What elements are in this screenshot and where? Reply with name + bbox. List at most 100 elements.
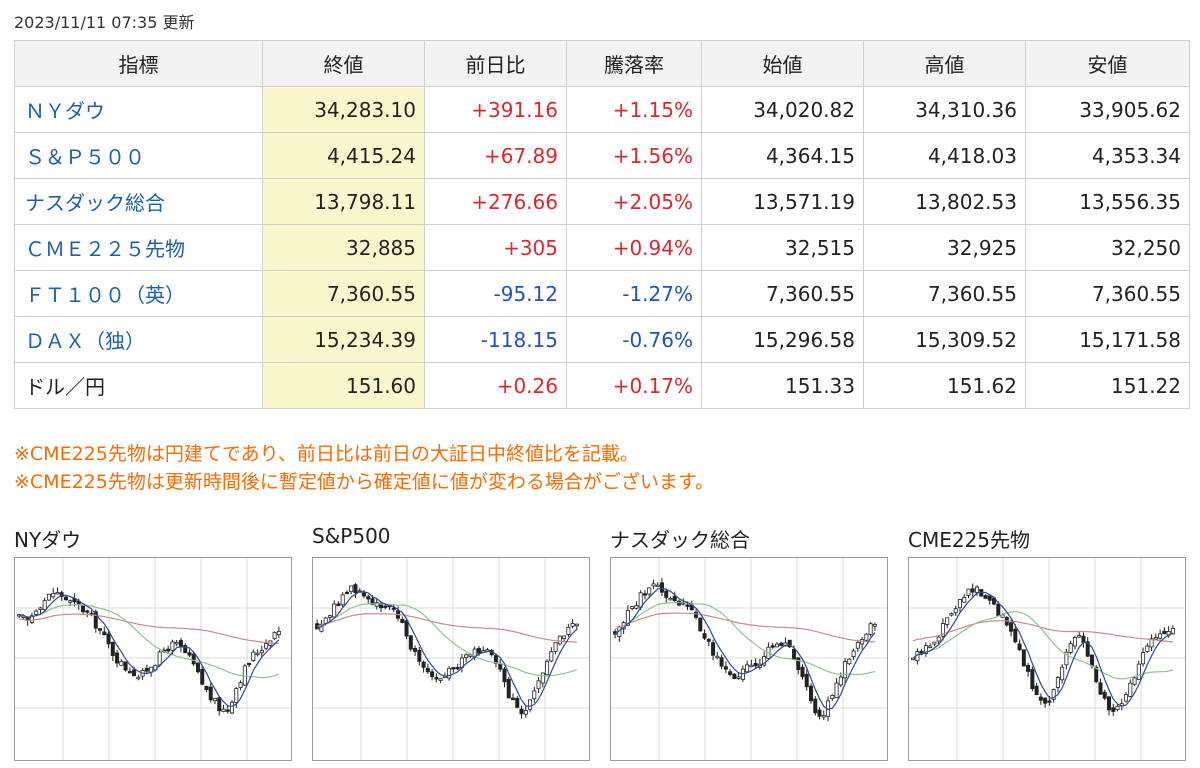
candle (391, 607, 396, 610)
chart-title-nydow[interactable]: NYダウ (14, 528, 82, 552)
candle (625, 609, 630, 626)
candle (174, 642, 179, 645)
candle (562, 635, 567, 640)
candle (1094, 666, 1099, 683)
row-open: 15,296.58 (701, 316, 864, 363)
candle (694, 611, 699, 618)
candle (370, 598, 375, 606)
row-close: 34,283.10 (262, 86, 425, 133)
candle (545, 660, 550, 676)
ma-mid-line (316, 603, 578, 677)
candle (1141, 652, 1146, 665)
row-change: +391.16 (424, 86, 567, 133)
row-open: 32,515 (701, 224, 864, 271)
row-high: 151.62 (863, 362, 1026, 409)
table-row: ＣＭＥ２２５先物 32,885 +305 +0.94% 32,515 32,925 32,2… (14, 224, 1190, 271)
candle (247, 662, 252, 666)
candle (170, 641, 175, 651)
row-low: 33,905.62 (1025, 86, 1190, 133)
row-change-rate: +1.56% (566, 132, 702, 179)
row-high: 4,418.03 (863, 132, 1026, 179)
row-name[interactable]: ＦＴ１００（英） (14, 270, 263, 317)
candle (570, 623, 575, 627)
row-name[interactable]: ナスダック総合 (14, 178, 263, 225)
candle (1017, 643, 1022, 651)
chart-nydow-svg (15, 558, 291, 760)
row-change-rate: +0.94% (566, 224, 702, 271)
chart-nasdaq-svg (611, 558, 887, 760)
row-change: +276.66 (424, 178, 567, 225)
candle (634, 604, 639, 609)
header-indicator: 指標 (14, 40, 263, 87)
candle (1153, 637, 1158, 640)
candle (1021, 649, 1026, 667)
chart-sp500[interactable] (312, 557, 590, 761)
note-line: ※CME225先物は円建てであり、前日比は前日の大証日中終値比を記載。 (14, 443, 639, 465)
note-line: ※CME225先物は更新時間後に暫定値から確定値に値が変わる場合がございます。 (14, 471, 714, 493)
row-close: 7,360.55 (262, 270, 425, 317)
row-name[interactable]: ＮＹダウ (14, 86, 263, 133)
candle (566, 626, 571, 635)
chart-title-sp500[interactable]: S&P500 (312, 524, 391, 548)
chart-title-cme225[interactable]: CME225先物 (908, 528, 1031, 552)
candle (821, 715, 826, 718)
row-open: 151.33 (701, 362, 864, 409)
candle (361, 592, 366, 597)
candle (1158, 633, 1163, 639)
candle (42, 600, 47, 611)
candle (779, 642, 784, 646)
candle (1051, 689, 1056, 700)
candle (1064, 651, 1069, 666)
candle (843, 661, 848, 679)
row-name[interactable]: ＣＭＥ２２５先物 (14, 224, 263, 271)
ma-mid-line (614, 601, 876, 676)
row-high: 7,360.55 (863, 270, 1026, 317)
candle (642, 593, 647, 596)
candle (647, 587, 652, 595)
candle (225, 709, 230, 712)
row-low: 151.22 (1025, 362, 1190, 409)
candle (855, 641, 860, 649)
row-change: +305 (424, 224, 567, 271)
candle (1034, 685, 1039, 696)
candle (195, 662, 200, 673)
candle (485, 649, 490, 652)
candle (421, 661, 426, 668)
candle (1043, 697, 1048, 704)
candle (659, 582, 664, 593)
candle (736, 676, 741, 679)
table-row: ドル／円 151.60 +0.26 +0.17% 151.33 151.62 151.22 (14, 362, 1190, 409)
chart-nydow[interactable] (14, 557, 292, 761)
candle (21, 615, 26, 619)
row-name[interactable]: Ｓ＆Ｐ５００ (14, 132, 263, 179)
candle (276, 630, 281, 636)
chart-title-nasdaq[interactable]: ナスダック総合 (610, 528, 750, 552)
row-open: 4,364.15 (701, 132, 864, 179)
candle (970, 588, 975, 593)
candle (957, 599, 962, 609)
row-close: 151.60 (262, 362, 425, 409)
ma-short-line (18, 594, 280, 707)
candle (332, 603, 337, 618)
candle (911, 657, 916, 660)
ma-mid-line (912, 611, 1174, 680)
candle (81, 605, 86, 613)
candle (685, 604, 690, 607)
chart-nasdaq[interactable] (610, 557, 888, 761)
candle (1047, 700, 1052, 703)
candle (528, 699, 533, 710)
candle (451, 667, 456, 670)
candle (115, 652, 120, 664)
candle (668, 597, 673, 601)
chart-cme225[interactable] (908, 557, 1186, 761)
candle (574, 623, 579, 627)
candle (102, 631, 107, 636)
candle (728, 671, 733, 676)
row-change-rate: +1.15% (566, 86, 702, 133)
row-name[interactable]: ＤＡＸ（独） (14, 316, 263, 363)
candle (200, 668, 205, 685)
candle (702, 633, 707, 639)
candle (132, 669, 137, 677)
candle (549, 651, 554, 662)
candle (774, 643, 779, 648)
